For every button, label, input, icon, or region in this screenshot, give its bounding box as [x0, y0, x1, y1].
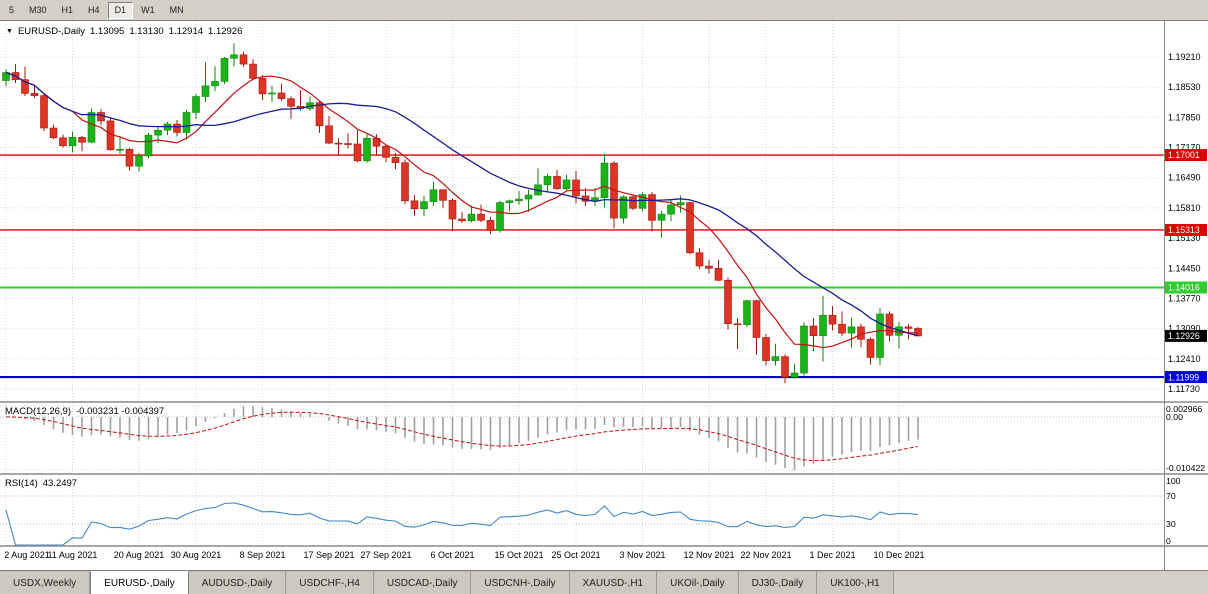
svg-text:1.16490: 1.16490: [1168, 173, 1201, 183]
price-badge-1.14016: [1165, 281, 1207, 294]
svg-text:22 Nov 2021: 22 Nov 2021: [740, 550, 791, 560]
rsi-axis[interactable]: 100 70 30 0: [1166, 476, 1181, 546]
svg-text:15 Oct 2021: 15 Oct 2021: [494, 550, 543, 560]
rsi-line: [5, 502, 919, 546]
svg-text:1.19210: 1.19210: [1168, 52, 1201, 62]
svg-text:1.18530: 1.18530: [1168, 82, 1201, 92]
svg-text:6 Oct 2021: 6 Oct 2021: [430, 550, 474, 560]
svg-text:1.17850: 1.17850: [1168, 112, 1201, 122]
svg-text:1.13090: 1.13090: [1168, 324, 1201, 334]
svg-text:0: 0: [1166, 536, 1171, 546]
tab-usdchf-h4[interactable]: USDCHF-,H4: [286, 571, 374, 594]
price-badge-1.17001: [1165, 149, 1207, 162]
price-axis[interactable]: 1.19210 1.18530 1.17850 1.17170 1.16490 1.158…: [1168, 52, 1201, 394]
price-badge-text: 1.14016: [1168, 283, 1200, 293]
tab-usdcnh-daily[interactable]: USDCNH-,Daily: [471, 571, 570, 594]
svg-text:12 Nov 2021: 12 Nov 2021: [683, 550, 734, 560]
svg-text:17 Sep 2021: 17 Sep 2021: [303, 550, 354, 560]
ma-fast-line: [5, 71, 919, 349]
price-badge-1.11999: [1165, 371, 1207, 384]
svg-text:10 Dec 2021: 10 Dec 2021: [873, 550, 924, 560]
tab-dj30-daily[interactable]: DJ30-,Daily: [738, 571, 818, 594]
svg-text:1.13770: 1.13770: [1168, 293, 1201, 303]
timeframe-button-m30[interactable]: M30: [29, 4, 47, 15]
chart-background: [0, 21, 1208, 570]
macd-histogram: [14, 406, 919, 470]
tab-eurusd-daily[interactable]: EURUSD-,Daily: [90, 571, 189, 594]
ma-slow-line: [5, 71, 919, 337]
timeframe-button-mn[interactable]: MN: [169, 4, 184, 15]
svg-text:2 Aug 2021: 2 Aug 2021: [4, 550, 50, 560]
price-badge-text: 1.15313: [1168, 225, 1200, 235]
svg-text:25 Oct 2021: 25 Oct 2021: [551, 550, 600, 560]
timeframe-button-w1[interactable]: W1: [141, 4, 155, 15]
svg-text:8 Sep 2021: 8 Sep 2021: [239, 550, 285, 560]
svg-text:27 Sep 2021: 27 Sep 2021: [360, 550, 411, 560]
svg-text:70: 70: [1166, 491, 1176, 501]
candles-layer: [2, 43, 922, 384]
tab-ukoil-daily[interactable]: UKOil-,Daily: [657, 571, 739, 594]
svg-text:1 Dec 2021: 1 Dec 2021: [809, 550, 855, 560]
timeframe-button-h1[interactable]: H1: [61, 4, 74, 15]
tab-uk100-h1[interactable]: UK100-,H1: [817, 571, 894, 594]
price-badge-text: 1.12926: [1168, 331, 1200, 341]
timeframe-button-d1[interactable]: D1: [107, 1, 134, 19]
svg-text:1.17170: 1.17170: [1168, 143, 1201, 153]
macd-signal-line: [5, 411, 919, 462]
chart-area[interactable]: 1.19210 1.18530 1.17850 1.17170 1.16490 1.158…: [0, 21, 1208, 570]
timeframe-button-5[interactable]: 5: [9, 4, 15, 15]
svg-text:1.15130: 1.15130: [1168, 233, 1201, 243]
price-badge-1.15313: [1165, 223, 1207, 236]
svg-text:11 Aug 2021: 11 Aug 2021: [48, 550, 98, 560]
svg-text:20 Aug 2021: 20 Aug 2021: [114, 550, 165, 560]
svg-text:1.15810: 1.15810: [1168, 203, 1201, 213]
svg-text:100: 100: [1166, 476, 1181, 486]
svg-text:1.14450: 1.14450: [1168, 263, 1201, 273]
tab-audusd-daily[interactable]: AUDUSD-,Daily: [188, 571, 287, 594]
tabbar-spacer: [894, 571, 1208, 594]
svg-text:30: 30: [1166, 519, 1176, 529]
price-badge-text: 1.17001: [1168, 150, 1200, 160]
tab-xauusd-h1[interactable]: XAUUSD-,H1: [569, 571, 658, 594]
chart-tabs: USDX,Weekly EURUSD-,Daily AUDUSD-,Daily USD…: [0, 570, 1208, 594]
svg-text:-0.010422: -0.010422: [1166, 463, 1205, 473]
price-chart-svg[interactable]: 1.19210 1.18530 1.17850 1.17170 1.16490 1.158…: [0, 21, 1208, 570]
price-badge-text: 1.11999: [1168, 372, 1199, 382]
svg-text:0.002966: 0.002966: [1166, 404, 1202, 414]
svg-text:1.12410: 1.12410: [1168, 354, 1201, 364]
svg-text:3 Nov 2021: 3 Nov 2021: [619, 550, 665, 560]
svg-text:0.00: 0.00: [1166, 412, 1183, 422]
svg-text:30 Aug 2021: 30 Aug 2021: [171, 550, 222, 560]
timeframe-button-h4[interactable]: H4: [88, 4, 100, 15]
tab-usdcad-daily[interactable]: USDCAD-,Daily: [373, 571, 472, 594]
timeframe-toolbar: 5 M30 H1 H4 D1 W1 MN: [0, 0, 1208, 21]
price-badge-1.12926: [1165, 329, 1207, 342]
tab-usdx-weekly[interactable]: USDX,Weekly: [0, 571, 91, 594]
svg-text:1.11730: 1.11730: [1168, 384, 1200, 394]
